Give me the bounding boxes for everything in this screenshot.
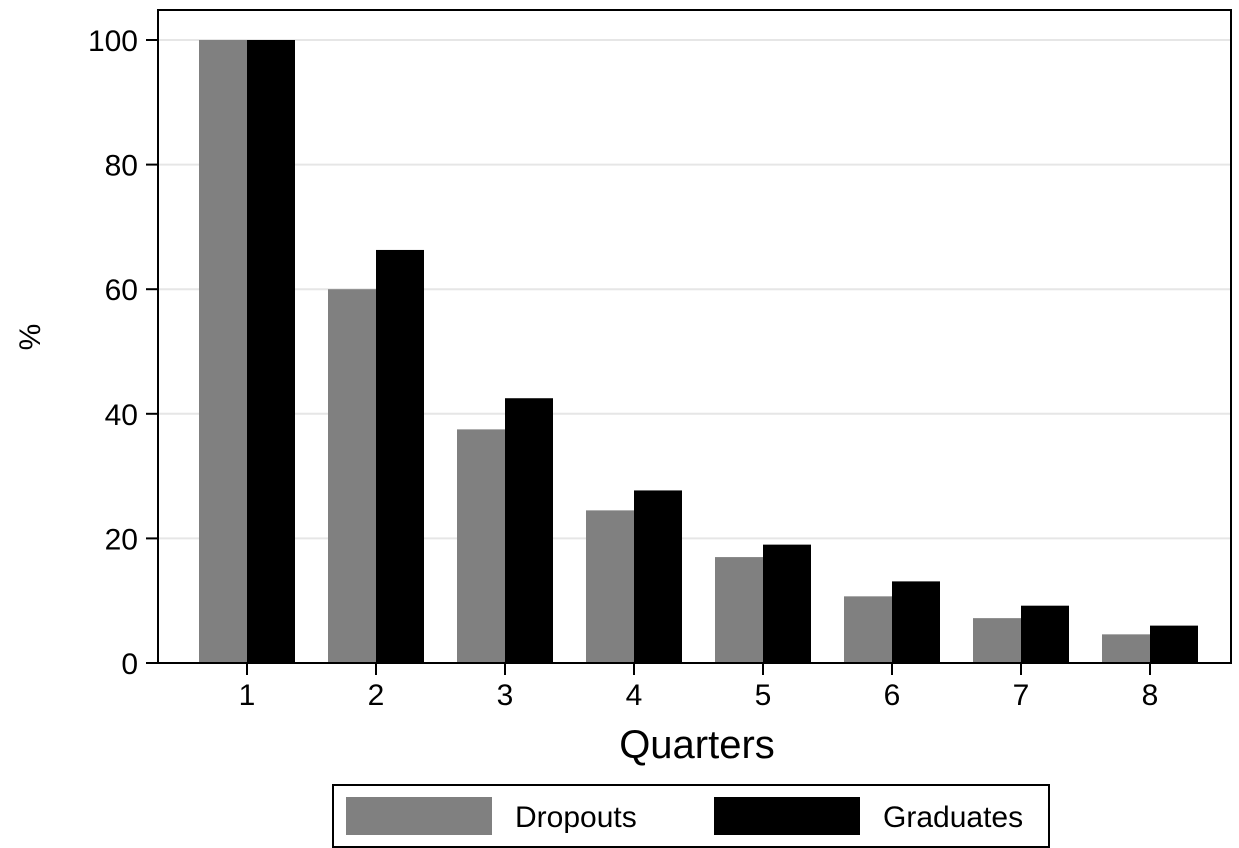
bar-graduates-5: [763, 544, 811, 663]
bars: [199, 40, 1198, 664]
y-tick-label: 40: [105, 399, 138, 432]
bar-graduates-1: [247, 40, 295, 663]
x-tick-label: 6: [884, 679, 901, 712]
x-tick-label: 7: [1013, 679, 1030, 712]
x-tick-label: 1: [239, 679, 256, 712]
bar-graduates-6: [892, 581, 940, 663]
x-tick-label: 8: [1142, 679, 1159, 712]
bar-graduates-2: [376, 249, 424, 664]
x-axis-title: Quarters: [619, 723, 775, 767]
x-tick-label: 3: [497, 679, 514, 712]
bar-dropouts-4: [586, 510, 634, 663]
y-axis-title: %: [14, 324, 47, 351]
x-tick-label: 4: [626, 679, 643, 712]
x-tick-label: 5: [755, 679, 772, 712]
y-tick-label: 100: [88, 25, 138, 58]
bar-graduates-7: [1021, 605, 1069, 663]
bar-graduates-8: [1150, 625, 1198, 663]
x-tick-label: 2: [368, 679, 385, 712]
legend-label-dropouts: Dropouts: [515, 801, 637, 834]
bar-dropouts-7: [973, 618, 1021, 663]
y-tick-label: 60: [105, 274, 138, 307]
y-tick-label: 0: [121, 648, 138, 681]
bar-dropouts-3: [457, 429, 505, 663]
bar-graduates-3: [505, 398, 553, 663]
bar-graduates-4: [634, 490, 682, 663]
bar-dropouts-6: [844, 596, 892, 663]
bar-dropouts-2: [328, 289, 376, 663]
bar-dropouts-8: [1102, 634, 1150, 663]
bar-dropouts-1: [199, 40, 247, 663]
x-axis-ticks: 1 2 3 4 5 6 7 8: [239, 663, 1159, 712]
plot-frame: [157, 9, 1232, 664]
legend: Dropouts Graduates: [332, 784, 1050, 848]
legend-label-graduates: Graduates: [883, 801, 1023, 834]
y-tick-label: 20: [105, 523, 138, 556]
y-axis-ticks: 0 20 40 60 80 100: [88, 25, 158, 681]
bar-dropouts-5: [715, 557, 763, 663]
legend-swatch-dropouts: [346, 797, 492, 835]
legend-swatch-graduates: [714, 797, 860, 835]
y-tick-label: 80: [105, 150, 138, 183]
